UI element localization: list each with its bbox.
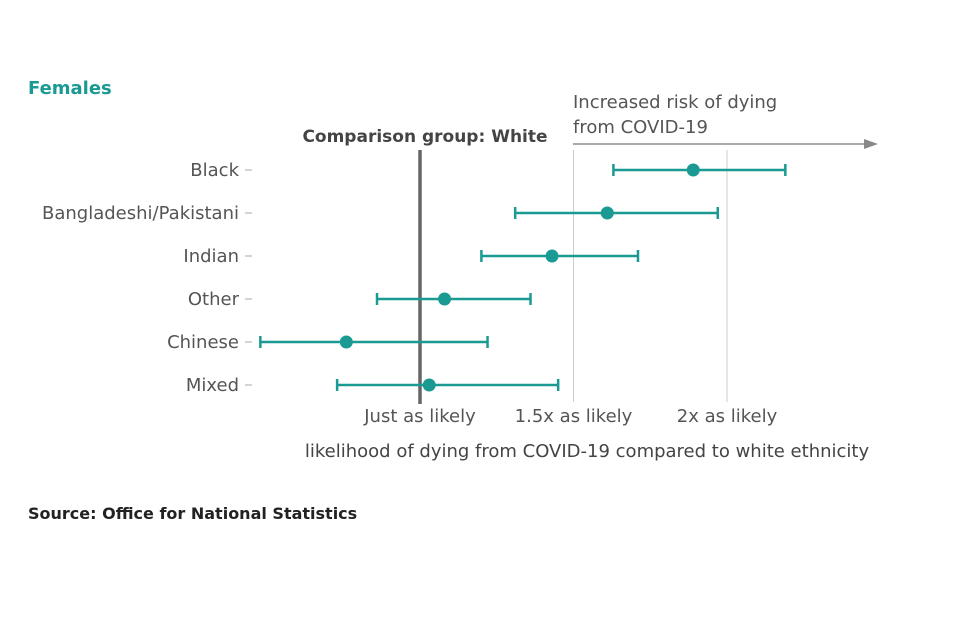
category-label: Chinese: [167, 332, 239, 353]
point-estimate: [339, 335, 353, 349]
x-tick-label: 1.5x as likely: [515, 406, 633, 427]
category-label: Indian: [183, 246, 239, 267]
point-estimate: [686, 163, 700, 177]
category-label: Black: [190, 160, 239, 181]
reference-label: Comparison group: White: [302, 127, 547, 147]
increased-risk-annotation: Increased risk of dying from COVID-19: [573, 92, 878, 149]
category-label: Mixed: [186, 375, 239, 396]
point-estimate: [600, 206, 614, 220]
annotation-line-2: from COVID-19: [573, 117, 708, 138]
point-estimate: [438, 292, 452, 306]
x-tick-label: Just as likely: [363, 406, 476, 427]
point-estimate: [545, 249, 559, 263]
grid-lines: [573, 150, 728, 402]
point-estimate: [422, 378, 436, 392]
chart-subtitle: Females: [28, 78, 112, 99]
category-label: Bangladeshi/Pakistani: [42, 203, 239, 224]
x-axis-label: likelihood of dying from COVID-19 compar…: [305, 441, 870, 462]
arrow-right-icon: [864, 139, 878, 149]
category-label: Other: [188, 289, 240, 310]
source-note: Source: Office for National Statistics: [28, 504, 357, 523]
category-labels: Black Bangladeshi/Pakistani Indian Other Chi…: [42, 160, 252, 396]
annotation-line-1: Increased risk of dying: [573, 92, 777, 113]
x-tick-labels: Just as likely 1.5x as likely 2x as likely: [363, 406, 777, 427]
x-tick-label: 2x as likely: [677, 406, 778, 427]
error-bars: [259, 163, 787, 392]
